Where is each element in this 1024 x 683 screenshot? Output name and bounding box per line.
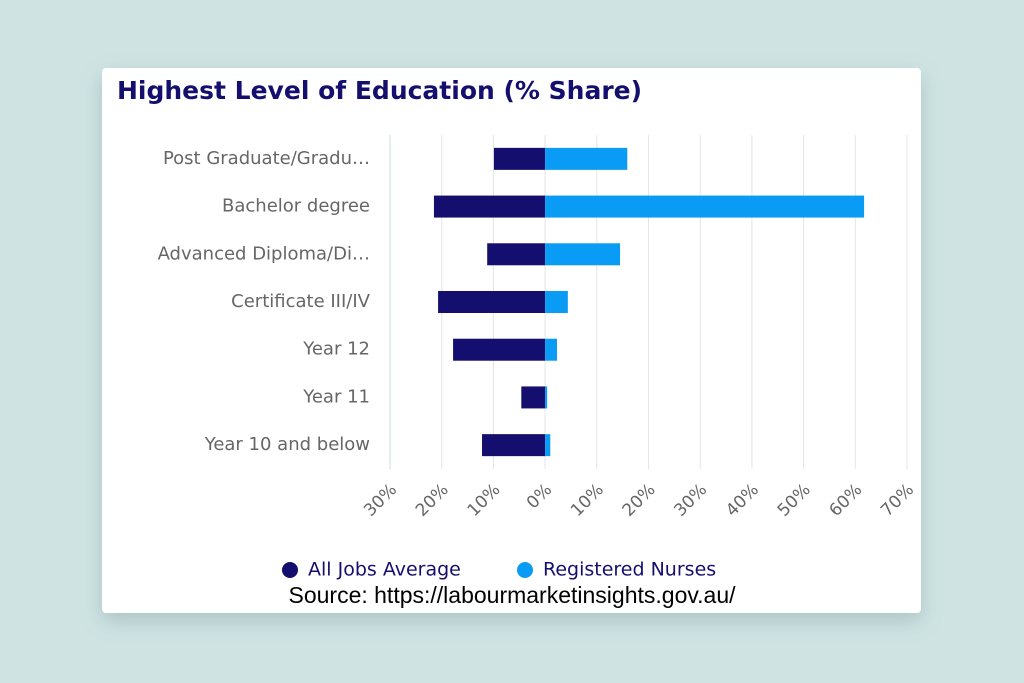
bar <box>545 386 548 409</box>
y-tick-label: Year 10 and below <box>204 434 370 455</box>
bar <box>493 147 546 170</box>
legend-marker <box>517 562 533 578</box>
bar <box>545 195 865 218</box>
bar <box>545 147 628 170</box>
y-tick-label: Certificate III/IV <box>231 291 371 312</box>
y-tick-label: Post Graduate/Gradu… <box>163 148 370 169</box>
bar <box>545 338 557 361</box>
bar <box>433 195 546 218</box>
chart-title: Highest Level of Education (% Share) <box>117 76 642 105</box>
bar <box>545 243 621 266</box>
legend-label: All Jobs Average <box>308 559 461 581</box>
legend-marker <box>282 562 298 578</box>
y-tick-label: Advanced Diploma/Di… <box>158 243 370 264</box>
bar <box>521 386 546 409</box>
bar <box>545 434 551 457</box>
y-tick-label: Bachelor degree <box>222 196 370 217</box>
bar <box>438 291 546 313</box>
y-tick-label: Year 12 <box>302 339 370 360</box>
y-tick-label: Year 11 <box>302 386 370 407</box>
bar <box>545 291 568 313</box>
bar <box>487 243 546 266</box>
bar <box>482 434 546 457</box>
source: Source: https://labourmarketinsights.gov… <box>288 582 736 608</box>
legend-label: Registered Nurses <box>543 559 716 581</box>
bar <box>453 338 546 361</box>
